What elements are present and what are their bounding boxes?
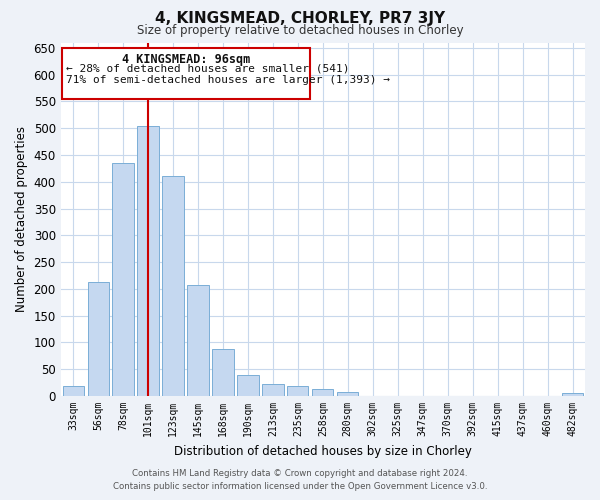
Text: 4 KINGSMEAD: 96sqm: 4 KINGSMEAD: 96sqm bbox=[122, 52, 250, 66]
Bar bbox=[238, 374, 259, 396]
Bar bbox=[163, 176, 184, 396]
Bar bbox=[212, 349, 233, 396]
Bar bbox=[337, 392, 358, 396]
Text: ← 28% of detached houses are smaller (541): ← 28% of detached houses are smaller (54… bbox=[65, 64, 349, 74]
Bar bbox=[312, 389, 334, 396]
Bar bbox=[88, 282, 109, 396]
Bar bbox=[62, 48, 310, 98]
Bar bbox=[62, 386, 84, 396]
Y-axis label: Number of detached properties: Number of detached properties bbox=[15, 126, 28, 312]
Text: 4, KINGSMEAD, CHORLEY, PR7 3JY: 4, KINGSMEAD, CHORLEY, PR7 3JY bbox=[155, 12, 445, 26]
Bar bbox=[112, 163, 134, 396]
Text: Size of property relative to detached houses in Chorley: Size of property relative to detached ho… bbox=[137, 24, 463, 37]
X-axis label: Distribution of detached houses by size in Chorley: Distribution of detached houses by size … bbox=[174, 444, 472, 458]
Bar bbox=[262, 384, 284, 396]
Text: 71% of semi-detached houses are larger (1,393) →: 71% of semi-detached houses are larger (… bbox=[65, 74, 389, 85]
Bar bbox=[187, 284, 209, 396]
Bar bbox=[562, 394, 583, 396]
Text: Contains HM Land Registry data © Crown copyright and database right 2024.
Contai: Contains HM Land Registry data © Crown c… bbox=[113, 470, 487, 491]
Bar bbox=[137, 126, 158, 396]
Bar bbox=[287, 386, 308, 396]
